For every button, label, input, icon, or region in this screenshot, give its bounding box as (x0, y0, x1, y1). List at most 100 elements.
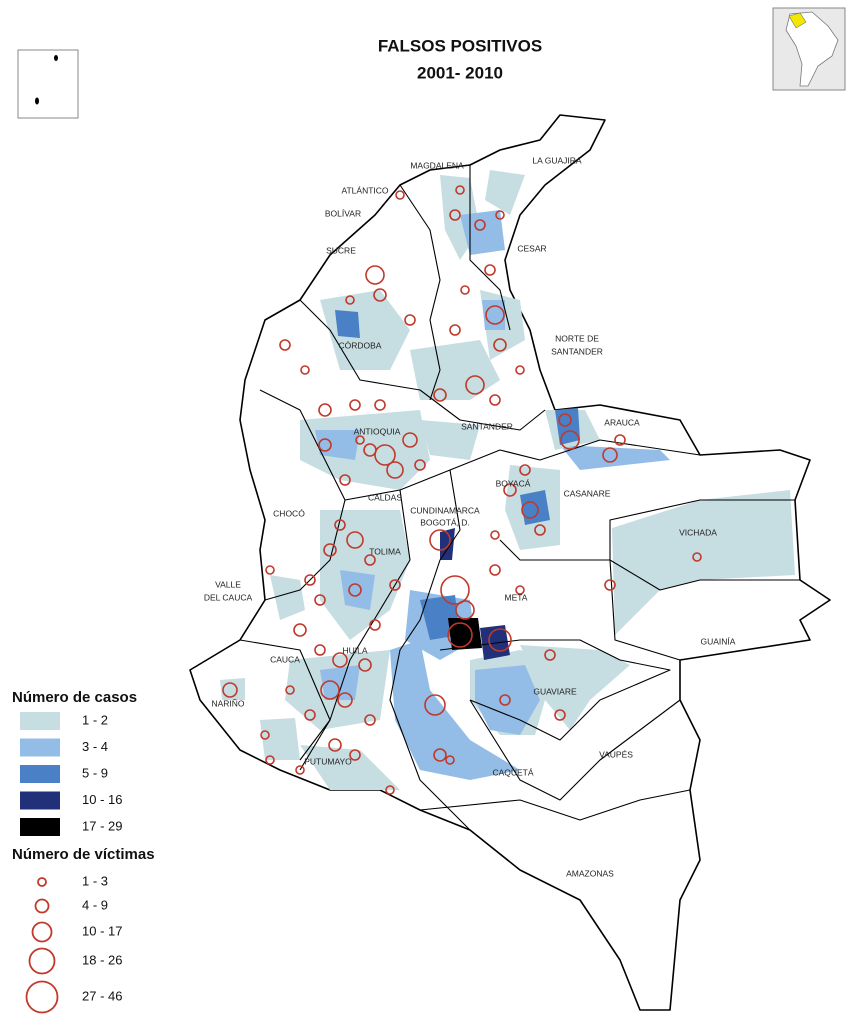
department-label: CÓRDOBA (339, 340, 382, 350)
department-border (609, 559, 800, 591)
department-label: BOGOTÁ, D. (420, 517, 470, 527)
victim-circle (385, 785, 395, 795)
victim-circle (429, 529, 451, 551)
department-border (419, 789, 691, 821)
victim-circle (365, 265, 385, 285)
victim-circles (222, 185, 702, 795)
department-label: SANTANDER (461, 421, 513, 431)
department-label: CHOCÓ (273, 508, 305, 518)
shaded-area (420, 420, 480, 460)
victim-circle (402, 432, 418, 448)
shaded-area (260, 718, 300, 760)
victim-circle (449, 324, 461, 336)
victim-circle (279, 339, 291, 351)
victim-circle (314, 644, 326, 656)
victim-circle (318, 438, 332, 452)
victim-circle (604, 579, 616, 591)
victim-circle (285, 685, 295, 695)
department-border (439, 639, 671, 741)
legend-label: 5 - 9 (82, 765, 108, 780)
shaded-area (475, 665, 540, 735)
department-borders (239, 165, 800, 831)
legend-swatch (20, 738, 60, 757)
victim-circle (465, 375, 485, 395)
department-border (299, 489, 411, 761)
shaded-area (335, 310, 360, 338)
victim-circle (460, 285, 470, 295)
victim-circle (364, 554, 376, 566)
shaded-area (270, 575, 305, 620)
victim-circle (395, 190, 405, 200)
department-label: HUILA (342, 645, 367, 655)
department-border (389, 469, 471, 831)
victim-circle (345, 295, 355, 305)
victim-circle (489, 564, 501, 576)
victim-circle (544, 649, 556, 661)
victim-circle (358, 658, 372, 672)
victim-circle (433, 748, 447, 762)
department-label: BOLÍVAR (325, 208, 361, 218)
victim-circle (374, 399, 386, 411)
victim-circle (558, 413, 572, 427)
victim-circle (455, 185, 465, 195)
shaded-area (460, 210, 505, 255)
legend-cases: 1 - 2 3 - 4 5 - 9 10 - 16 17 - 29 (20, 712, 122, 836)
victim-circle (692, 552, 702, 562)
victim-circle (449, 209, 461, 221)
victim-circle (328, 738, 342, 752)
victim-circle (455, 600, 475, 620)
legend-circle (34, 898, 50, 914)
victim-circle (560, 430, 580, 450)
map-title: FALSOS POSITIVOS (378, 36, 542, 55)
colombia-locator (788, 12, 807, 29)
victim-circle (369, 619, 381, 631)
victim-circle (348, 583, 362, 597)
legend-swatch (20, 712, 60, 730)
shaded-area (320, 290, 410, 370)
legend-label: 3 - 4 (82, 739, 108, 754)
victim-circle (445, 755, 455, 765)
victim-circle (293, 623, 307, 637)
victim-circle (265, 755, 275, 765)
victim-circle (320, 680, 340, 700)
shaded-area (520, 490, 550, 525)
victim-circle (364, 714, 376, 726)
victim-circle (339, 474, 351, 486)
shaded-area (440, 528, 455, 560)
victim-circle (304, 574, 316, 586)
victim-circle (488, 628, 512, 652)
victim-circle (295, 765, 305, 775)
victim-circle (489, 394, 501, 406)
victim-circle (363, 443, 377, 457)
legend-label: 10 - 16 (82, 792, 122, 807)
legend-swatch (20, 791, 60, 810)
victim-circle (474, 219, 486, 231)
shaded-area (485, 170, 525, 215)
department-label: SUCRE (326, 245, 356, 255)
department-label: MAGDALENA (410, 160, 464, 170)
department-label: ANTIOQUIA (354, 426, 401, 436)
victim-circle (440, 575, 470, 605)
department-label: GUAVIARE (533, 686, 577, 696)
department-label: SANTANDER (551, 346, 603, 356)
victim-circle (404, 314, 416, 326)
victim-circle (424, 694, 446, 716)
legend-label: 18 - 26 (82, 952, 122, 967)
shaded-area (410, 340, 500, 400)
victim-circle (499, 694, 511, 706)
legend-circle (37, 877, 47, 887)
victim-circle (349, 749, 361, 761)
legend-label: 1 - 3 (82, 873, 108, 888)
legend-circle (28, 947, 56, 975)
victim-circle (447, 622, 473, 648)
department-label: CALDAS (368, 492, 402, 502)
shaded-area (560, 445, 670, 470)
south-america (785, 11, 839, 87)
department-label: DEL CAUCA (204, 592, 253, 602)
department-label: LA GUAJIRA (532, 155, 581, 165)
shaded-area (448, 618, 482, 650)
department-label: BOYACÁ (496, 478, 531, 488)
legend-label: 10 - 17 (82, 923, 122, 938)
department-border (499, 499, 795, 561)
victim-circle (433, 388, 447, 402)
